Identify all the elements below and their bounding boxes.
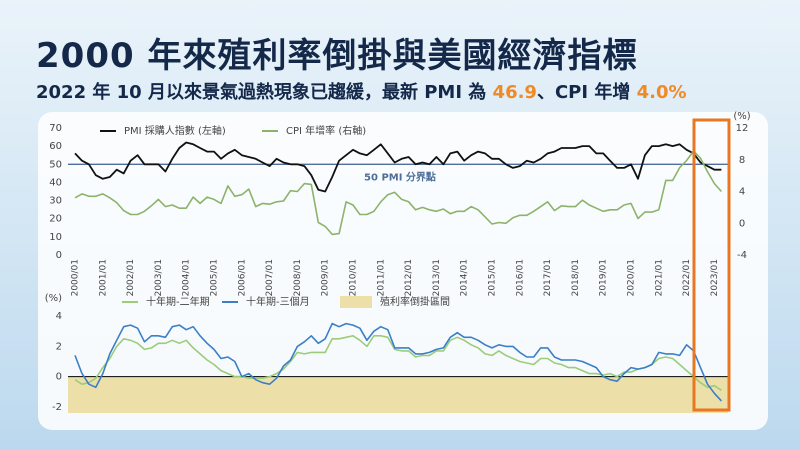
line-series — [74, 322, 722, 402]
y2-tick-label: 8 — [739, 155, 745, 166]
x-tick-label: 2004/01 — [182, 259, 192, 296]
x-tick-label: 2016/01 — [515, 259, 525, 296]
y2-tick-label: 0 — [739, 218, 745, 229]
subtitle-text: 2022 年 10 月以來景氣過熱現象已趨緩，最新 PMI 為 — [36, 82, 493, 103]
subtitle: 2022 年 10 月以來景氣過熱現象已趨緩，最新 PMI 為 46.9、CPI… — [36, 78, 687, 104]
y-tick-label: 20 — [49, 214, 62, 225]
inversion-band — [68, 376, 728, 413]
legend-label: 十年期-二年期 — [146, 295, 210, 308]
y-tick-label: 30 — [49, 196, 62, 207]
y-unit: (%) — [45, 293, 62, 304]
x-tick-label: 2022/01 — [682, 259, 692, 296]
x-tick-label: 2018/01 — [571, 259, 581, 296]
y-tick-label: -2 — [52, 402, 62, 413]
subtitle-highlight: 4.0% — [636, 82, 687, 103]
legend-label: 十年期-三個月 — [246, 295, 310, 308]
y-tick-label: 60 — [49, 141, 62, 152]
legend-label: PMI 採購人指數 (左軸) — [124, 124, 226, 137]
y2-unit: (%) — [733, 111, 750, 122]
x-tick-label: 2015/01 — [488, 259, 498, 296]
x-tick-label: 2009/01 — [321, 259, 331, 296]
y2-tick-label: 4 — [739, 187, 745, 198]
card — [38, 112, 768, 430]
x-tick-label: 2000/01 — [71, 259, 81, 296]
x-tick-label: 2006/01 — [237, 259, 247, 296]
x-tick-label: 2002/01 — [126, 259, 136, 296]
x-tick-label: 2007/01 — [265, 259, 275, 296]
reference-label: 50 PMI 分界點 — [364, 170, 436, 183]
title: 2000 年來殖利率倒掛與美國經濟指標 — [36, 36, 638, 76]
y-tick-label: 0 — [56, 372, 62, 383]
x-tick-label: 2013/01 — [432, 259, 442, 296]
highlight-box — [692, 118, 731, 412]
subtitle-highlight: 46.9 — [492, 82, 537, 103]
x-tick-label: 2008/01 — [293, 259, 303, 296]
legend-label: CPI 年增率 (右軸) — [286, 124, 366, 137]
line-series — [74, 335, 722, 391]
x-tick-label: 2019/01 — [599, 259, 609, 296]
x-tick-label: 2020/01 — [627, 259, 637, 296]
line-series — [74, 150, 722, 236]
y2-tick-label: 12 — [736, 123, 749, 134]
x-tick-label: 2001/01 — [98, 259, 108, 296]
line-series — [74, 141, 722, 193]
x-tick-label: 2003/01 — [154, 259, 164, 296]
x-tick-label: 2014/01 — [460, 259, 470, 296]
y-tick-label: 70 — [49, 123, 62, 134]
x-tick-label: 2021/01 — [654, 259, 664, 296]
y2-tick-label: -4 — [737, 250, 747, 261]
legend-swatch — [340, 296, 372, 308]
x-tick-label: 2010/01 — [349, 259, 359, 296]
y-tick-label: 10 — [49, 232, 62, 243]
y-tick-label: 4 — [56, 311, 62, 322]
x-tick-label: 2012/01 — [404, 259, 414, 296]
y-tick-label: 2 — [56, 341, 62, 352]
x-tick-label: 2023/01 — [710, 259, 720, 296]
y-tick-label: 0 — [56, 250, 62, 261]
x-tick-label: 2005/01 — [210, 259, 220, 296]
legend-label: 殖利率倒掛區間 — [380, 295, 450, 308]
x-tick-label: 2011/01 — [376, 259, 386, 296]
x-tick-label: 2017/01 — [543, 259, 553, 296]
y-tick-label: 40 — [49, 177, 62, 188]
subtitle-text: 、CPI 年增 — [536, 82, 637, 103]
y-tick-label: 50 — [49, 159, 62, 170]
